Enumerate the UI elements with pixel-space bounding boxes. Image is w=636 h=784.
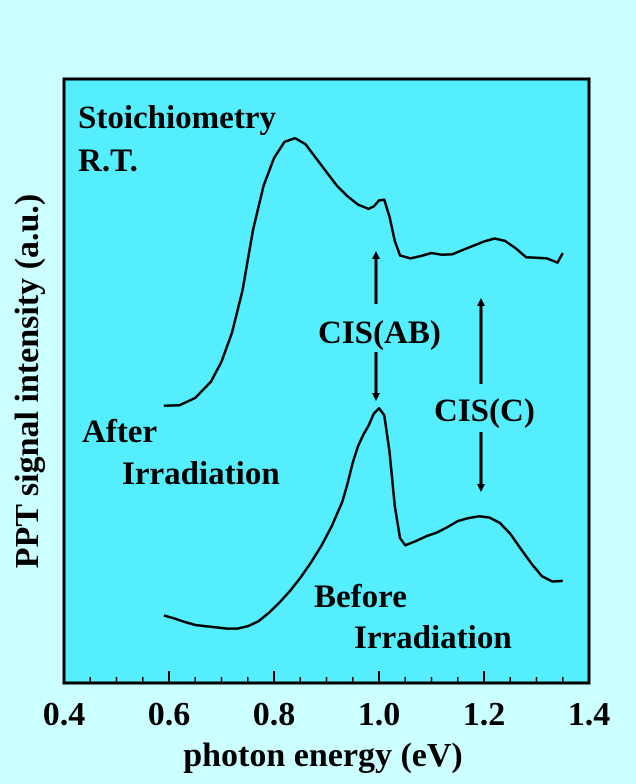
condition-label-line1: Stoichiometry: [78, 100, 276, 136]
cis-c-label: CIS(C): [434, 393, 535, 429]
series-line-before-irradiation: [163, 406, 563, 630]
cis-ab-label: CIS(AB): [318, 315, 441, 351]
x-axis-ticks: 0.4 0.6 0.8 1.0 1.2 1.4: [43, 671, 611, 733]
plot-area: [62, 77, 591, 685]
y-axis-title: PPT signal intensity (a.u.): [9, 194, 46, 568]
annotations: Stoichiometry R.T. After Irradiation Bef…: [78, 100, 535, 656]
series-group: [163, 136, 564, 630]
x-tick-label: 1.4: [568, 696, 611, 733]
x-tick-label: 1.2: [463, 696, 506, 733]
before-label-line1: Before: [314, 579, 407, 615]
x-axis-title: photon energy (eV): [183, 737, 463, 774]
after-label-line1: After: [82, 414, 157, 450]
before-label-line2: Irradiation: [354, 620, 512, 656]
x-tick-label: 1.0: [358, 696, 401, 733]
series-line-after-irradiation: [163, 136, 564, 408]
x-tick-label: 0.4: [43, 696, 86, 733]
after-label-line2: Irradiation: [122, 456, 280, 492]
x-tick-label: 0.8: [253, 696, 296, 733]
x-tick-label: 0.6: [148, 696, 191, 733]
condition-label-line2: R.T.: [78, 143, 138, 179]
